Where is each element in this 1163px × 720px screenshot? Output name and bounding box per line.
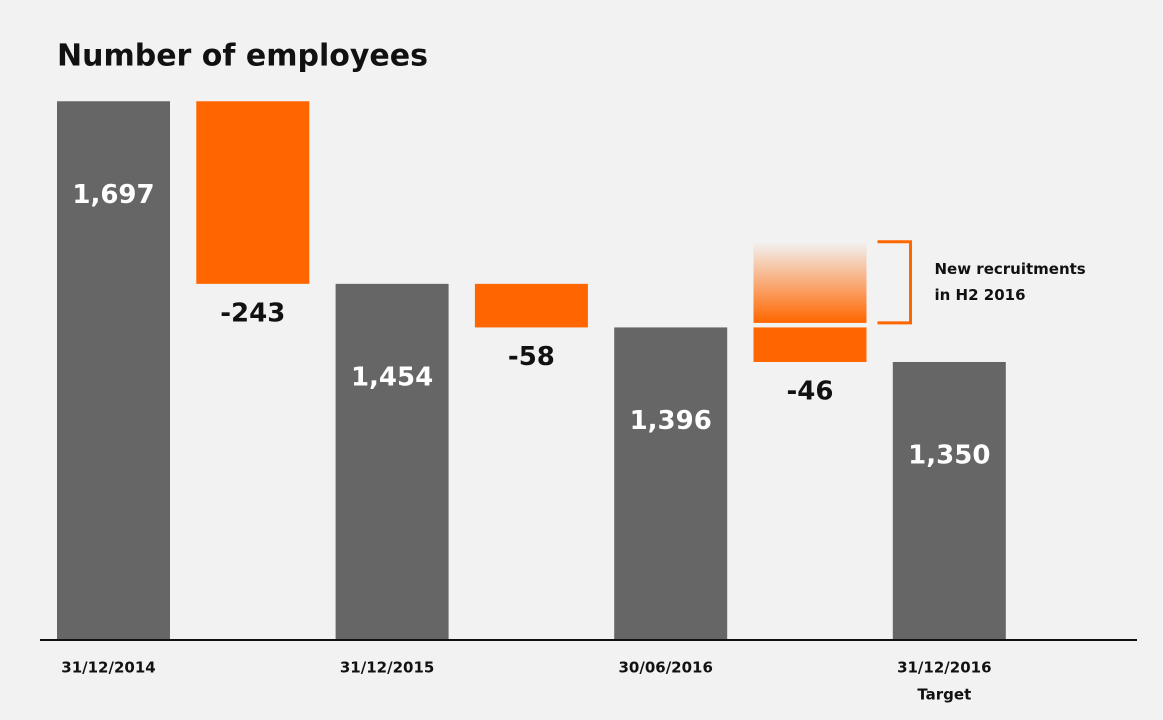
value-label: -46	[787, 376, 834, 406]
x-tick-label: 31/12/2015	[340, 659, 434, 677]
total-bar	[892, 361, 1006, 640]
annotation-text: in H2 2016	[935, 286, 1026, 304]
value-label: 1,697	[72, 180, 154, 210]
recruitment-band	[753, 241, 867, 323]
x-tick-label: 30/06/2016	[618, 659, 712, 677]
delta-bar	[196, 101, 310, 284]
x-tick-sublabel: Target	[917, 686, 971, 704]
annotation-text: New recruitments	[935, 260, 1086, 278]
delta-bar	[753, 327, 867, 362]
x-tick-label: 31/12/2014	[61, 659, 155, 677]
value-label: -243	[220, 298, 285, 328]
bracket	[877, 240, 912, 325]
value-label: 1,350	[908, 440, 990, 470]
x-tick-label: 31/12/2016	[897, 659, 991, 677]
total-bar	[57, 101, 170, 641]
total-bar	[614, 327, 728, 640]
delta-bar	[474, 283, 588, 328]
total-bar	[335, 283, 449, 640]
value-label: 1,396	[630, 406, 712, 436]
chart-title: Number of employees	[57, 39, 428, 74]
value-label: -58	[508, 342, 555, 372]
value-label: 1,454	[351, 362, 433, 392]
